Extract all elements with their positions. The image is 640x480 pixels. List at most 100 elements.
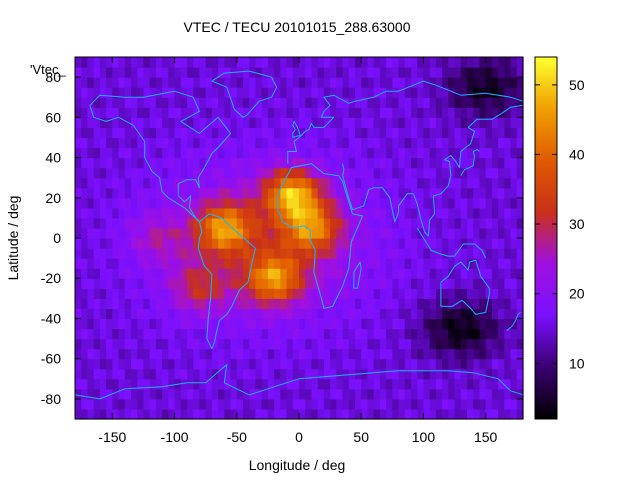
heatmap-cell bbox=[81, 328, 89, 340]
heatmap-cell bbox=[367, 258, 375, 269]
heatmap-cell bbox=[255, 167, 263, 179]
heatmap-cell bbox=[99, 227, 107, 239]
heatmap-cell bbox=[311, 278, 319, 289]
heatmap-cell bbox=[479, 227, 487, 239]
heatmap-cell bbox=[435, 278, 443, 289]
heatmap-cell bbox=[174, 147, 182, 159]
heatmap-cell bbox=[193, 177, 201, 189]
heatmap-cell bbox=[411, 137, 418, 149]
heatmap-cell bbox=[398, 167, 406, 179]
heatmap-cell bbox=[448, 157, 456, 169]
heatmap-cell bbox=[187, 97, 194, 108]
heatmap-cell bbox=[124, 328, 132, 340]
heatmap-cell bbox=[187, 378, 194, 390]
heatmap-cell bbox=[516, 147, 524, 159]
heatmap-cell bbox=[205, 177, 213, 189]
heatmap-cell bbox=[211, 177, 219, 189]
heatmap-cell bbox=[236, 238, 244, 249]
heatmap-cell bbox=[243, 248, 250, 259]
heatmap-cell bbox=[168, 97, 176, 108]
heatmap-cell bbox=[112, 378, 120, 390]
heatmap-cell bbox=[280, 268, 288, 279]
heatmap-cell bbox=[485, 87, 493, 98]
heatmap-cell bbox=[361, 177, 369, 189]
heatmap-cell bbox=[386, 197, 393, 209]
heatmap-cell bbox=[330, 348, 337, 360]
heatmap-cell bbox=[299, 298, 306, 309]
heatmap-cell bbox=[99, 117, 107, 128]
heatmap-cell bbox=[261, 107, 269, 118]
heatmap-cell bbox=[187, 388, 194, 400]
heatmap-cell bbox=[448, 308, 456, 320]
heatmap-cell bbox=[404, 77, 412, 88]
heatmap-cell bbox=[429, 238, 437, 249]
heatmap-cell bbox=[435, 197, 443, 209]
heatmap-cell bbox=[411, 298, 418, 309]
heatmap-cell bbox=[460, 107, 468, 118]
heatmap-cell bbox=[106, 278, 113, 289]
heatmap-cell bbox=[93, 157, 101, 169]
heatmap-cell bbox=[93, 147, 101, 159]
heatmap-cell bbox=[342, 207, 350, 219]
heatmap-cell bbox=[112, 398, 120, 410]
heatmap-cell bbox=[168, 217, 176, 229]
heatmap-cell bbox=[149, 77, 157, 88]
heatmap-cell bbox=[193, 217, 201, 229]
heatmap-cell bbox=[124, 298, 132, 309]
heatmap-cell bbox=[143, 368, 151, 380]
heatmap-cell bbox=[224, 227, 232, 239]
heatmap-cell bbox=[491, 288, 499, 299]
heatmap-cell bbox=[187, 308, 194, 320]
heatmap-cell bbox=[81, 378, 89, 390]
heatmap-cell bbox=[498, 107, 505, 118]
heatmap-cell bbox=[131, 358, 138, 370]
heatmap-cell bbox=[379, 278, 387, 289]
heatmap-cell bbox=[435, 258, 443, 269]
heatmap-cell bbox=[162, 77, 169, 88]
heatmap-cell bbox=[199, 117, 207, 128]
heatmap-cell bbox=[280, 217, 288, 229]
heatmap-cell bbox=[467, 207, 474, 219]
heatmap-cell bbox=[87, 157, 95, 169]
heatmap-cell bbox=[162, 258, 169, 269]
heatmap-cell bbox=[187, 348, 194, 360]
heatmap-cell bbox=[504, 207, 512, 219]
heatmap-cell bbox=[261, 197, 269, 209]
heatmap-cell bbox=[305, 348, 313, 360]
heatmap-cell bbox=[187, 268, 194, 279]
heatmap-cell bbox=[498, 378, 505, 390]
heatmap-cell bbox=[193, 197, 201, 209]
heatmap-cell bbox=[473, 137, 481, 149]
heatmap-cell bbox=[267, 388, 275, 400]
heatmap-cell bbox=[504, 378, 512, 390]
heatmap-cell bbox=[510, 358, 518, 370]
heatmap-cell bbox=[143, 147, 151, 159]
heatmap-cell bbox=[317, 167, 325, 179]
heatmap-cell bbox=[236, 288, 244, 299]
heatmap-cell bbox=[292, 348, 300, 360]
heatmap-cell bbox=[143, 157, 151, 169]
heatmap-cell bbox=[411, 187, 418, 199]
heatmap-cell bbox=[199, 238, 207, 249]
heatmap-cell bbox=[429, 378, 437, 390]
heatmap-cell bbox=[454, 137, 462, 149]
heatmap-cell bbox=[491, 117, 499, 128]
heatmap-cell bbox=[280, 308, 288, 320]
heatmap-cell bbox=[261, 97, 269, 108]
heatmap-cell bbox=[155, 177, 163, 189]
heatmap-cell bbox=[280, 348, 288, 360]
heatmap-cell bbox=[442, 388, 449, 400]
heatmap-cell bbox=[361, 167, 369, 179]
heatmap-cell bbox=[261, 318, 269, 330]
heatmap-cell bbox=[442, 328, 449, 340]
heatmap-cell bbox=[305, 187, 313, 199]
heatmap-cell bbox=[143, 57, 151, 68]
x-axis-label: Longitude / deg bbox=[249, 457, 346, 473]
heatmap-cell bbox=[417, 157, 425, 169]
heatmap-cell bbox=[398, 227, 406, 239]
heatmap-cell bbox=[87, 67, 95, 78]
heatmap-cell bbox=[479, 308, 487, 320]
heatmap-cell bbox=[106, 258, 113, 269]
heatmap-cell bbox=[187, 288, 194, 299]
